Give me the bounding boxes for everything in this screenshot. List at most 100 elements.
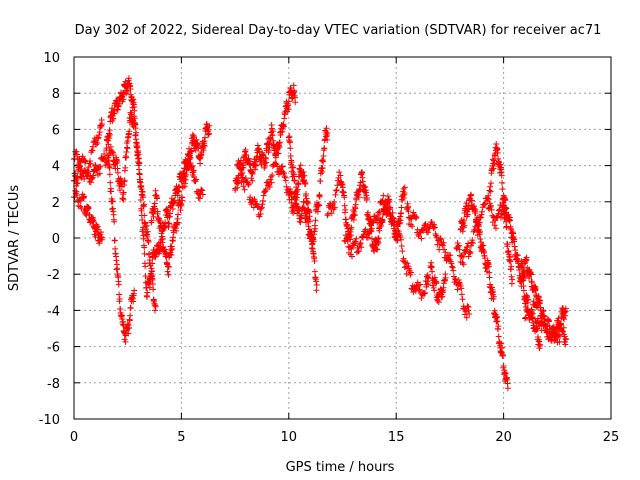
data-point [152, 307, 159, 314]
data-point [101, 151, 108, 158]
series-track-r [522, 298, 569, 348]
data-point [285, 98, 292, 105]
data-point [464, 243, 471, 250]
data-point [519, 277, 526, 284]
data-point [523, 254, 530, 261]
data-point [291, 177, 298, 184]
data-point [468, 197, 475, 204]
data-point [499, 344, 506, 351]
data-point [380, 199, 387, 206]
data-point [508, 263, 515, 270]
data-point [528, 314, 535, 321]
data-point [183, 171, 190, 178]
data-point [242, 146, 249, 153]
data-point [348, 246, 355, 253]
data-point [325, 210, 332, 217]
data-point [353, 235, 360, 242]
data-point [320, 153, 327, 160]
x-tick-label: 25 [603, 430, 620, 445]
data-point [186, 155, 193, 162]
data-point [331, 204, 338, 211]
data-point [183, 166, 190, 173]
data-point [364, 195, 371, 201]
data-point [469, 240, 476, 247]
data-point [91, 231, 98, 238]
data-point [490, 165, 497, 172]
data-point [484, 195, 491, 202]
data-point [241, 186, 248, 193]
data-point [158, 225, 165, 232]
data-point [245, 181, 252, 188]
series-track-f [148, 121, 213, 278]
data-point [276, 139, 283, 146]
data-point [431, 221, 438, 228]
data-point [440, 239, 447, 246]
data-point [140, 194, 147, 201]
data-point [367, 226, 374, 233]
data-point [487, 203, 494, 210]
data-point [106, 135, 113, 142]
data-point [321, 145, 328, 152]
data-point [368, 225, 375, 232]
data-point [120, 196, 127, 203]
data-point [106, 131, 113, 138]
data-point [486, 187, 493, 194]
data-point [490, 293, 497, 300]
data-point [388, 216, 395, 223]
data-point [74, 180, 81, 187]
data-point [256, 213, 263, 220]
data-point [398, 243, 405, 250]
data-point [499, 179, 506, 186]
data-point [543, 329, 550, 336]
data-point [98, 122, 105, 129]
data-point [341, 202, 348, 209]
data-point [280, 169, 287, 176]
data-point [479, 208, 486, 215]
data-point [266, 184, 273, 191]
data-point [174, 219, 181, 226]
data-point [454, 286, 461, 293]
data-point [300, 199, 307, 206]
series-track-l [403, 200, 473, 321]
grid-lines [74, 57, 611, 419]
series-track-i [285, 125, 331, 245]
data-point [124, 145, 131, 152]
data-point [562, 341, 569, 348]
data-point [514, 252, 521, 259]
data-point [333, 187, 340, 194]
y-tick-label: -6 [47, 341, 60, 356]
data-point [562, 305, 569, 312]
data-point [74, 180, 81, 187]
data-point [406, 265, 413, 272]
data-point [502, 197, 509, 204]
data-point [140, 235, 147, 242]
data-point [142, 263, 149, 270]
data-point [272, 160, 279, 167]
data-point [285, 106, 292, 113]
data-point [458, 291, 465, 298]
data-point [527, 308, 534, 315]
data-point [165, 263, 172, 270]
data-point [249, 177, 256, 184]
data-point [193, 136, 200, 143]
data-point [509, 276, 516, 283]
data-point [449, 263, 456, 270]
data-point [305, 223, 312, 230]
data-point [236, 162, 243, 169]
data-point [526, 275, 533, 282]
data-point [258, 161, 265, 168]
data-point [522, 300, 529, 307]
data-point [430, 225, 437, 232]
data-point [107, 179, 114, 186]
data-point [132, 121, 139, 128]
data-point [304, 206, 311, 213]
data-point [358, 244, 365, 251]
data-point [72, 187, 79, 194]
data-point [540, 307, 547, 314]
data-point [142, 273, 149, 280]
data-point [528, 307, 535, 314]
data-point [285, 100, 292, 107]
data-point [521, 272, 528, 279]
data-point [477, 235, 484, 242]
x-tick-label: 20 [495, 430, 512, 445]
